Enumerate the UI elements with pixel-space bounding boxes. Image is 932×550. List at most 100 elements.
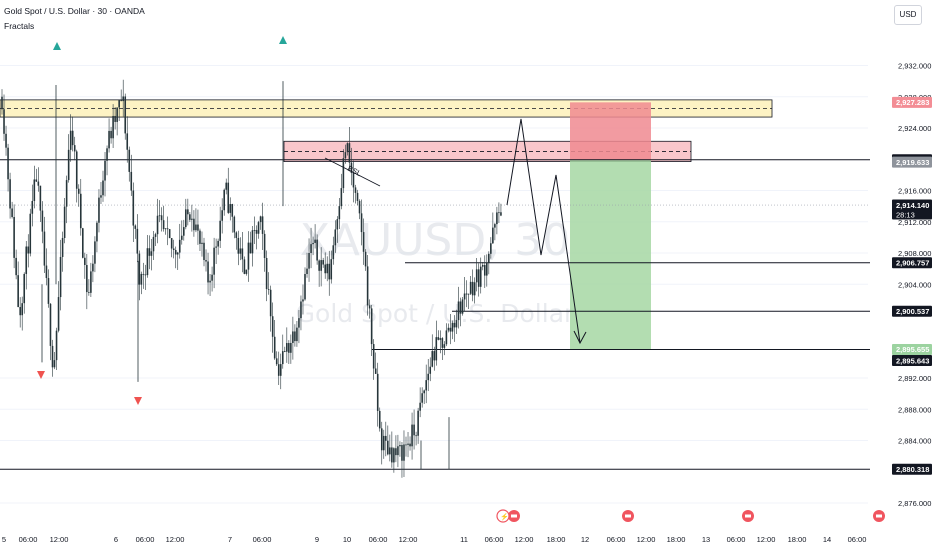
candle [219, 220, 221, 241]
candle [160, 215, 163, 221]
candle [435, 337, 438, 361]
candle [417, 410, 419, 436]
time-tick-label: 06:00 [607, 535, 626, 544]
candle [150, 251, 153, 256]
fractal-up-marker [53, 42, 61, 50]
time-tick-label: 06:00 [136, 535, 155, 544]
candle [19, 307, 21, 316]
time-tick-label: 06:00 [485, 535, 504, 544]
candle [467, 293, 470, 295]
time-tick-label: 18:00 [788, 535, 807, 544]
candle [199, 230, 201, 244]
indicator-label[interactable]: Fractals [4, 21, 35, 31]
time-tick-label: 06:00 [727, 535, 746, 544]
candle [166, 228, 169, 230]
candle [447, 327, 450, 331]
time-tick-label: 06:00 [253, 535, 272, 544]
candle [71, 130, 74, 146]
candle [275, 358, 278, 365]
candle [241, 248, 244, 260]
candle [271, 316, 274, 337]
candle [479, 266, 482, 287]
candle [235, 232, 238, 238]
lightning-icon: ⚡ [500, 512, 509, 521]
candle [425, 380, 427, 391]
candle [372, 344, 375, 369]
candle [79, 193, 82, 229]
candle [92, 263, 94, 272]
currency-button[interactable]: USD [894, 5, 922, 25]
time-tick-label: 6 [114, 535, 118, 544]
candle [457, 301, 460, 321]
candle [500, 212, 502, 216]
candle [176, 252, 179, 255]
candle [471, 281, 474, 296]
candle [120, 100, 122, 102]
candle [469, 281, 472, 294]
price-label-box [892, 96, 932, 108]
candle [136, 228, 139, 254]
candle [15, 257, 17, 276]
candle [126, 133, 129, 150]
price-label-text: 2,906.757 [896, 259, 929, 268]
candle [419, 402, 421, 411]
candle [385, 435, 387, 441]
candle [439, 338, 442, 340]
candle [475, 269, 478, 283]
candle [158, 215, 161, 217]
fractal-up-marker [279, 36, 287, 44]
candle [53, 360, 56, 368]
price-label-tag: 2,919.633 [892, 156, 932, 168]
candle [37, 181, 40, 186]
price-label-tag: 2,895.655 [892, 343, 932, 355]
candle [498, 212, 500, 214]
candle [108, 130, 110, 149]
candle [178, 239, 181, 253]
candle [195, 224, 197, 231]
candle [138, 253, 141, 285]
candle [229, 204, 232, 213]
candle [225, 182, 228, 190]
candle [433, 351, 436, 361]
candle [382, 435, 385, 451]
time-tick-label: 06:00 [369, 535, 388, 544]
time-tick-label: 18:00 [547, 535, 566, 544]
candle [328, 263, 331, 280]
candle [306, 268, 308, 274]
candle [247, 242, 250, 270]
candle [253, 230, 256, 231]
event-flag-stripe [876, 514, 882, 518]
candle [90, 271, 92, 293]
stop-loss-area [570, 102, 651, 160]
candle [122, 96, 124, 102]
price-label-text: 2,880.318 [896, 465, 929, 474]
candle [118, 100, 120, 108]
candle [411, 424, 413, 447]
candle [393, 448, 395, 463]
price-tick-label: 2,888.000 [898, 405, 931, 414]
candle [320, 260, 322, 271]
candle [451, 322, 454, 332]
candle [124, 96, 127, 134]
price-label-box [892, 463, 932, 475]
candle [144, 274, 147, 276]
bsl-line [324, 157, 381, 187]
candle [336, 219, 339, 230]
candle [227, 182, 230, 213]
time-tick-label: 10 [343, 535, 351, 544]
candle [148, 248, 151, 256]
candle [77, 188, 80, 194]
price-label-text: 2,919.633 [896, 158, 929, 167]
candle [494, 224, 496, 228]
candle [483, 265, 486, 276]
candle [106, 148, 108, 161]
candle [114, 115, 116, 122]
candle [277, 364, 280, 376]
candle [374, 368, 377, 374]
candle [67, 149, 70, 181]
candle [110, 130, 112, 139]
candle [185, 209, 187, 228]
